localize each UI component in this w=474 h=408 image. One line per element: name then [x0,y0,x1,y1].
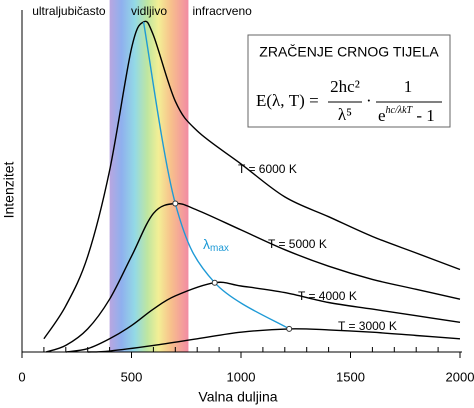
x-tick-label: 1000 [227,369,256,384]
series-label: T = 5000 K [268,237,327,251]
curve [43,20,461,340]
formula-denominator: ehc/λkT - 1 [378,105,435,125]
series-label: T = 3000 K [338,319,397,333]
formula-title: ZRAČENJE CRNOG TIJELA [259,44,439,60]
peak-label: λmax [203,236,229,254]
band-label: vidljivo [131,4,167,18]
formula-dot: · [366,91,372,110]
curve [142,21,290,330]
band-label: ultraljubičasto [32,4,106,18]
x-tick-label: 0 [18,369,25,384]
exp-base: e [378,106,386,125]
x-tick-label: 1500 [336,369,365,384]
x-tick-label: 500 [121,369,143,384]
exponent: hc/λkT [386,105,414,116]
peak-subscript: max [210,243,229,254]
peak-symbol: λ [203,236,210,252]
minus-one: - 1 [412,106,435,125]
formula-numerator: 2hc² [330,77,360,96]
formula-numerator: 1 [404,77,413,96]
formula-denominator: λ⁵ [338,105,352,124]
curve [45,202,461,353]
peak-marker [211,279,218,286]
peak-marker [286,325,293,332]
y-axis-title: Intenzitet [1,161,17,218]
x-tick-label: 2000 [446,369,474,384]
series-label: T = 6000 K [238,162,297,176]
formula-box [247,34,451,128]
band-label: infracrveno [192,4,252,18]
series-label: T = 4000 K [298,289,357,303]
peak-marker [172,200,179,207]
x-axis-title: Valna duljina [198,389,277,405]
formula-lhs: E(λ, T) = [256,91,319,110]
curve [87,328,461,353]
